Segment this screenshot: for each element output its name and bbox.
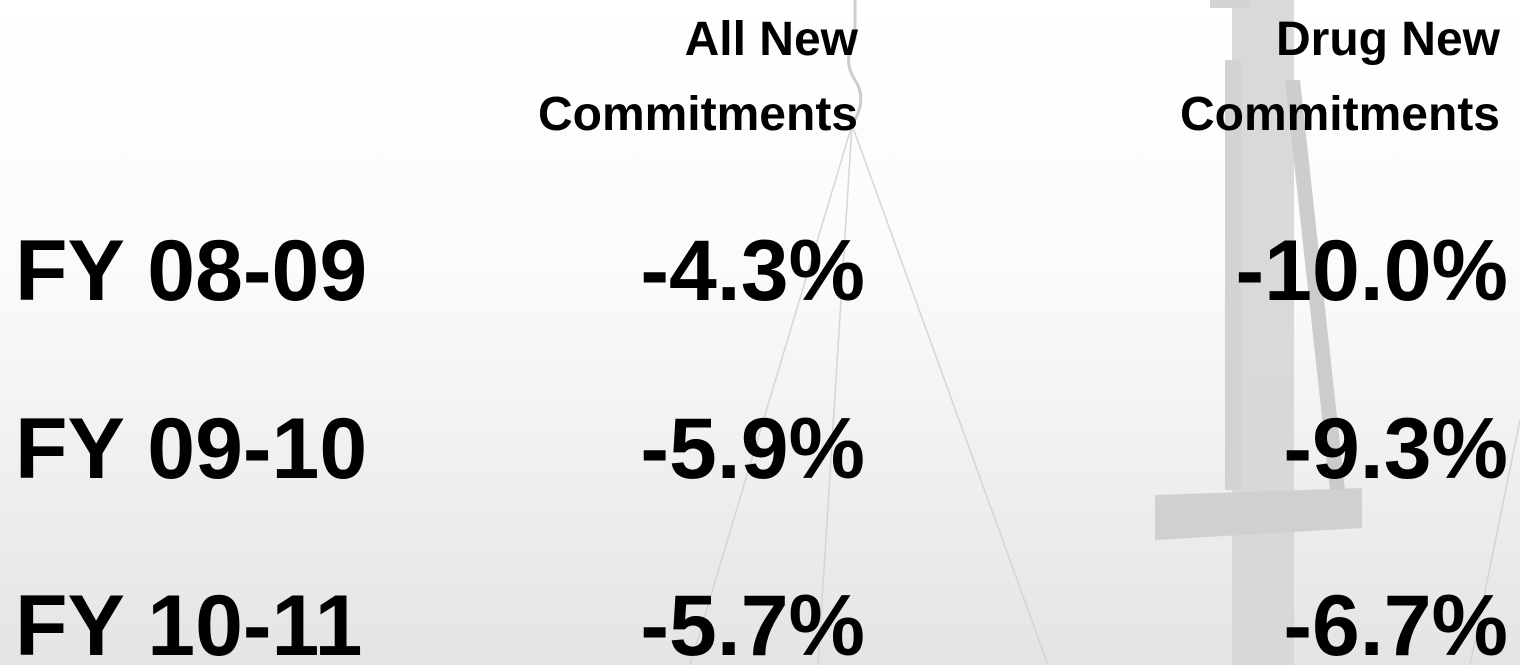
table: All New Commitments Drug New Commitments FY … xyxy=(15,13,1508,665)
string xyxy=(1469,419,1520,665)
row-label: FY 08-09 xyxy=(15,223,367,319)
scales-decoration xyxy=(689,0,1520,665)
cell-value: -5.7% xyxy=(640,578,865,665)
string xyxy=(817,124,853,665)
column-header: Drug New xyxy=(1276,13,1501,66)
cell-value: -10.0% xyxy=(1236,223,1509,319)
column-header: Commitments xyxy=(1180,88,1500,141)
string xyxy=(689,124,853,665)
cell-value: -9.3% xyxy=(1283,401,1508,497)
column-header: All New xyxy=(685,13,859,66)
row-label: FY 10-11 xyxy=(15,578,362,665)
cell-value: -5.9% xyxy=(640,401,865,497)
pillar xyxy=(1232,0,1294,665)
beam xyxy=(1285,80,1345,490)
column-header: Commitments xyxy=(538,88,858,141)
cell-value: -6.7% xyxy=(1283,578,1508,665)
row-label: FY 09-10 xyxy=(15,401,367,497)
top-cap xyxy=(1210,0,1250,8)
string xyxy=(851,124,1049,665)
chain xyxy=(847,0,863,126)
base-bar xyxy=(1155,488,1362,540)
pillar-edge xyxy=(1225,60,1241,490)
cell-value: -4.3% xyxy=(640,223,865,319)
